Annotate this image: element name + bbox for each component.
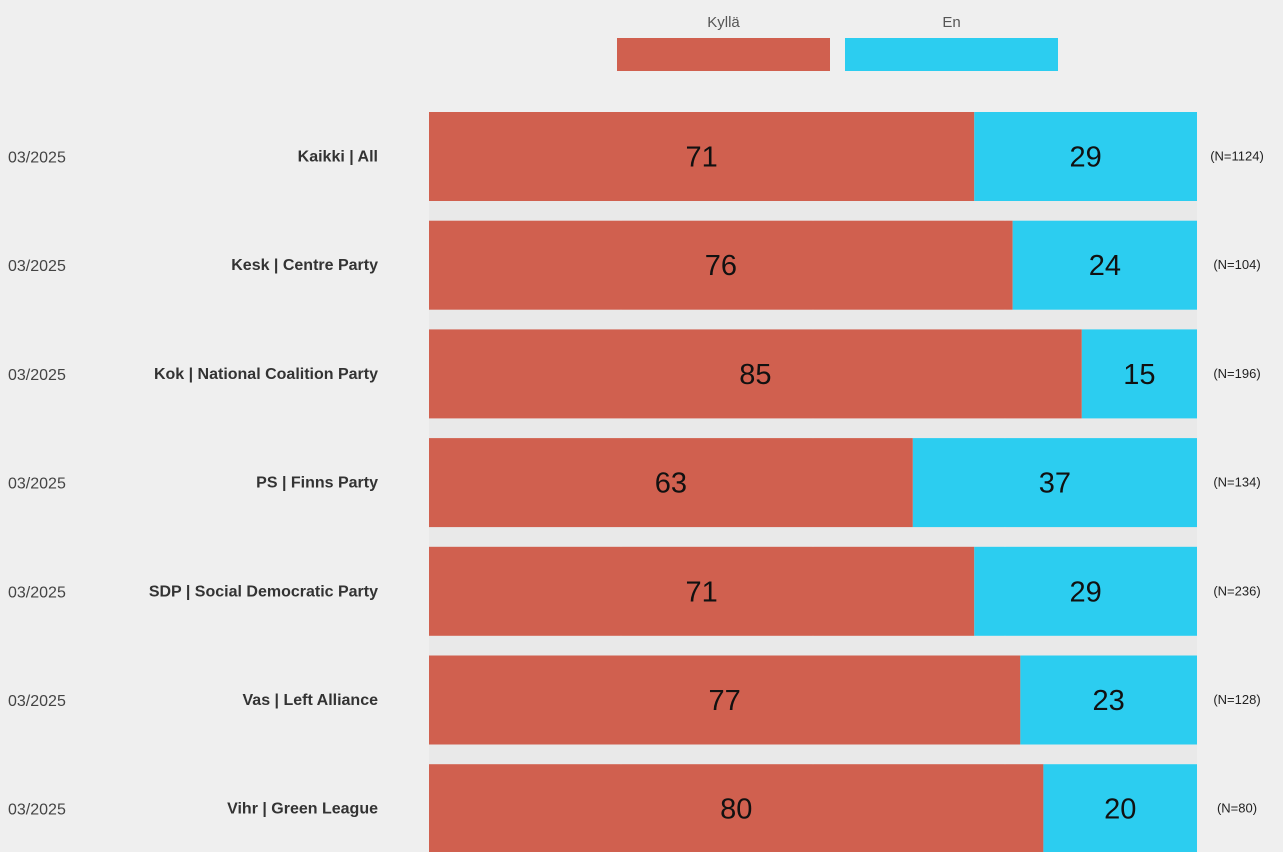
row-sample-size: (N=134)	[1213, 475, 1260, 490]
row-date: 03/2025	[8, 476, 66, 493]
row-sample-size: (N=236)	[1213, 583, 1260, 598]
row-label: Vas | Left Alliance	[243, 692, 379, 709]
bar-segment-en	[1081, 329, 1197, 419]
bar-segment-kylla	[429, 655, 1021, 745]
row-sample-size: (N=1124)	[1210, 149, 1264, 164]
row-gap	[429, 527, 1197, 547]
row-gap	[429, 635, 1197, 656]
row-gap	[429, 309, 1197, 330]
bar-segment-kylla	[429, 220, 1013, 310]
legend-label: En	[942, 14, 960, 31]
row-date: 03/2025	[8, 367, 66, 384]
bar-segment-kylla	[429, 112, 975, 201]
bar-value-label: 23	[1093, 685, 1125, 717]
row-label: Kaikki | All	[298, 149, 378, 166]
row-sample-size: (N=128)	[1213, 692, 1260, 707]
row-date: 03/2025	[8, 693, 66, 710]
row-label: SDP | Social Democratic Party	[149, 583, 378, 600]
row-sample-size: (N=80)	[1217, 801, 1257, 816]
row-date: 03/2025	[8, 258, 66, 275]
row-sample-size: (N=104)	[1213, 257, 1260, 272]
bar-segment-en	[1043, 764, 1197, 852]
bar-segment-en	[1020, 655, 1197, 745]
row-gap	[429, 201, 1197, 221]
row-sample-size: (N=196)	[1213, 366, 1260, 381]
row-label: Kesk | Centre Party	[231, 257, 378, 274]
row-label: Vihr | Green League	[227, 801, 378, 818]
bar-value-label: 85	[739, 359, 771, 391]
bar-value-label: 20	[1104, 794, 1136, 826]
bar-value-label: 77	[709, 685, 741, 717]
row-label: Kok | National Coalition Party	[154, 366, 378, 383]
bar-value-label: 76	[705, 250, 737, 282]
legend-label: Kyllä	[707, 14, 740, 31]
row-date: 03/2025	[8, 150, 66, 167]
bar-segment-kylla	[429, 329, 1082, 419]
legend: Kyllä En	[617, 14, 1058, 71]
bar-segment-en	[974, 546, 1197, 636]
row-gap	[429, 418, 1197, 439]
bar-segment-kylla	[429, 546, 975, 636]
bar-value-label: 80	[720, 794, 752, 826]
legend-swatch-en	[845, 38, 1058, 71]
row-date: 03/2025	[8, 802, 66, 819]
row-label: PS | Finns Party	[256, 475, 378, 492]
bar-segment-kylla	[429, 764, 1044, 852]
bar-value-label: 29	[1070, 142, 1102, 174]
bar-segment-kylla	[429, 438, 913, 528]
bar-segment-en	[974, 112, 1197, 201]
bar-value-label: 63	[655, 468, 687, 500]
bar-value-label: 15	[1123, 359, 1155, 391]
bar-value-label: 24	[1089, 250, 1121, 282]
bar-segment-en	[1012, 220, 1197, 310]
bar-value-label: 71	[686, 142, 718, 174]
legend-swatch-kylla	[617, 38, 830, 71]
bar-segment-en	[912, 438, 1197, 528]
bar-value-label: 37	[1039, 468, 1071, 500]
bar-value-label: 71	[686, 576, 718, 608]
row-date: 03/2025	[8, 584, 66, 601]
bar-value-label: 29	[1070, 576, 1102, 608]
bar-rows: 03/2025 Kaikki | All 71 29 (N=1124) 03/2025 Ke…	[8, 112, 1264, 852]
row-gap	[429, 744, 1197, 765]
